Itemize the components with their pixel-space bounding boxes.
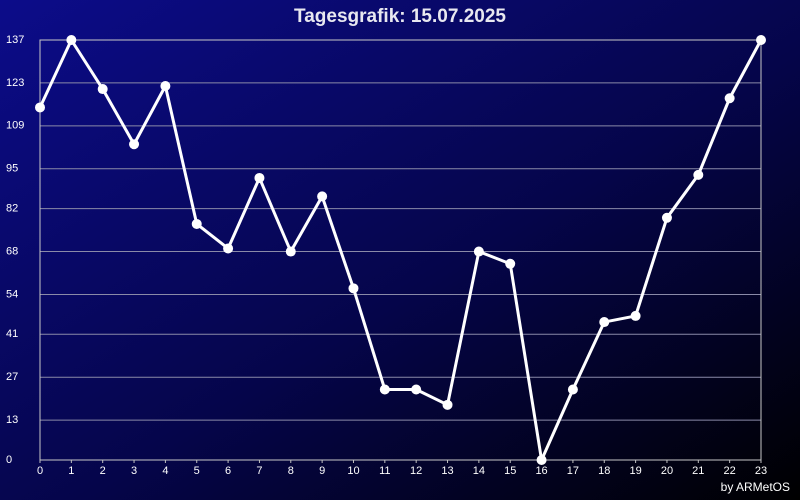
y-tick-label: 41 [6, 328, 18, 340]
x-tick-label: 13 [441, 465, 453, 477]
point [160, 80, 171, 91]
point [411, 384, 422, 395]
point [285, 246, 296, 257]
point [756, 35, 766, 45]
credit: by ARMetOS [721, 480, 790, 494]
x-tick-label: 1 [68, 465, 74, 477]
y-tick-label: 54 [6, 288, 18, 300]
point [223, 243, 234, 254]
line [38, 38, 763, 462]
y-tick-label: 82 [6, 203, 18, 215]
x-tick-label: 15 [504, 465, 516, 477]
point [442, 399, 453, 410]
x-tick-label: 0 [37, 465, 43, 477]
x-tick-label: 7 [256, 465, 262, 477]
point [536, 455, 547, 465]
point [66, 35, 77, 45]
point [661, 212, 672, 223]
x-tick-label: 14 [473, 465, 485, 477]
point [379, 384, 390, 395]
point [599, 317, 610, 328]
point [317, 191, 328, 202]
y-tick-label: 27 [6, 371, 18, 383]
x-tick-label: 23 [755, 465, 767, 477]
x-tick-label: 21 [692, 465, 704, 477]
x-tick-label: 17 [567, 465, 579, 477]
x-tick-label: 8 [288, 465, 294, 477]
point [505, 258, 516, 269]
x-tick-label: 18 [598, 465, 610, 477]
point [693, 169, 704, 180]
x-tick-label: 6 [225, 465, 231, 477]
point [129, 139, 140, 150]
y-tick-label: 109 [6, 120, 24, 132]
chart-title: Tagesgrafik: 15.07.2025 [294, 6, 506, 27]
y-tick-label: 123 [6, 77, 24, 89]
point [348, 283, 359, 294]
y-tick-label: 68 [6, 245, 18, 257]
point [254, 172, 265, 183]
y-tick-label: 13 [6, 414, 18, 426]
x-tick-label: 9 [319, 465, 325, 477]
y-tick-label: 137 [6, 34, 24, 46]
x-tick-label: 10 [347, 465, 359, 477]
x-tick-label: 4 [162, 465, 168, 477]
x-tick-label: 11 [379, 465, 390, 477]
x-tick-label: 5 [194, 465, 200, 477]
plot-border [39, 39, 762, 461]
y-tick-label: 95 [6, 163, 18, 175]
point [473, 246, 484, 257]
x-tick-label: 20 [661, 465, 673, 477]
point [567, 384, 578, 395]
point [630, 310, 641, 321]
x-tick-label: 22 [724, 465, 736, 477]
x-tick-label: 3 [131, 465, 137, 477]
point [97, 84, 108, 95]
point [35, 102, 45, 113]
x-tick-label: 16 [535, 465, 547, 477]
x-tick-label: 2 [100, 465, 106, 477]
point [191, 218, 202, 229]
x-tick-label: 12 [410, 465, 422, 477]
x-tick-label: 19 [629, 465, 641, 477]
point [724, 93, 735, 104]
y-tick-label: 0 [6, 454, 12, 466]
